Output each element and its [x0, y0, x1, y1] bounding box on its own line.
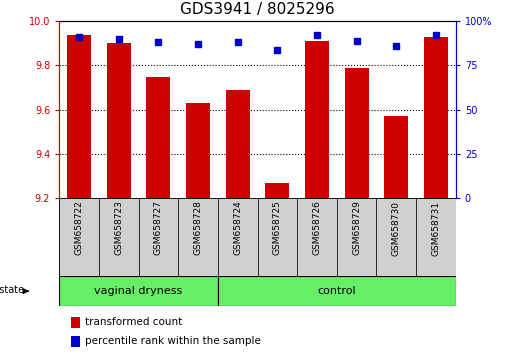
Text: GSM658728: GSM658728 [194, 201, 202, 256]
Bar [416, 198, 456, 276]
Text: GSM658731: GSM658731 [432, 201, 440, 256]
Bar [59, 276, 218, 306]
Bar [305, 41, 329, 198]
Bar [186, 103, 210, 198]
Text: GSM658723: GSM658723 [114, 201, 123, 256]
Text: GSM658726: GSM658726 [313, 201, 321, 256]
Bar [107, 44, 131, 198]
Bar [345, 68, 369, 198]
Bar [59, 198, 99, 276]
Bar [376, 198, 416, 276]
Bar [337, 198, 376, 276]
Text: percentile rank within the sample: percentile rank within the sample [85, 336, 261, 346]
Text: GSM658730: GSM658730 [392, 201, 401, 256]
Text: GSM658722: GSM658722 [75, 201, 83, 255]
Bar [218, 198, 258, 276]
Bar [99, 198, 139, 276]
Text: transformed count: transformed count [85, 317, 182, 327]
Bar [71, 336, 80, 347]
Text: GSM658729: GSM658729 [352, 201, 361, 256]
Bar [71, 317, 80, 328]
Bar [424, 37, 448, 198]
Bar [226, 90, 250, 198]
Text: vaginal dryness: vaginal dryness [94, 286, 183, 296]
Text: GSM658727: GSM658727 [154, 201, 163, 256]
Text: GSM658724: GSM658724 [233, 201, 242, 255]
Bar [297, 198, 337, 276]
Text: disease state: disease state [0, 285, 24, 295]
Bar [178, 198, 218, 276]
Bar [146, 76, 170, 198]
Bar [258, 198, 297, 276]
Bar [67, 35, 91, 198]
Text: control: control [317, 286, 356, 296]
Title: GDS3941 / 8025296: GDS3941 / 8025296 [180, 2, 335, 17]
Text: GSM658725: GSM658725 [273, 201, 282, 256]
Bar [139, 198, 178, 276]
Bar [265, 183, 289, 198]
Bar [218, 276, 456, 306]
Bar [384, 116, 408, 198]
